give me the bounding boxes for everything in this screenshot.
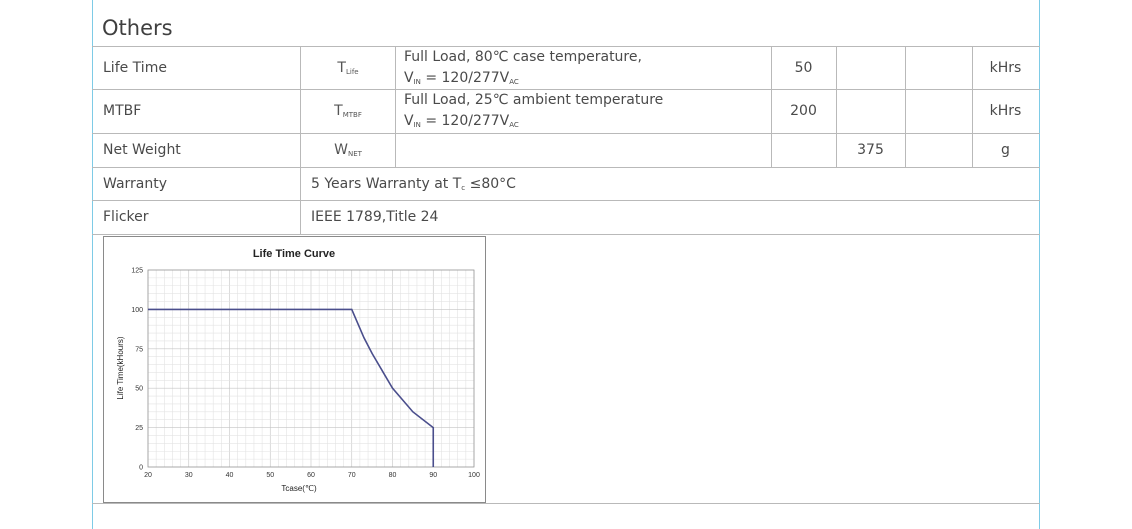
chart-ticks: 20 30 40 50 60 70 80 90 100 0 25 50 75 100 125 xyxy=(131,268,480,480)
warranty-main: 5 Years Warranty at T xyxy=(311,176,462,192)
y-tick-label: 50 xyxy=(135,386,143,393)
cond-text: = 120/277V xyxy=(420,70,510,86)
x-tick-label: 60 xyxy=(307,472,315,479)
y-tick-label: 75 xyxy=(135,346,143,353)
life-time-series-line xyxy=(148,308,435,467)
warranty-text: 5 Years Warranty at Tc ≤80°C xyxy=(311,176,516,192)
frame-right-border xyxy=(1039,0,1040,529)
row-line xyxy=(92,133,1040,134)
x-tick-label: 100 xyxy=(468,472,480,479)
symbol-main: T xyxy=(334,103,343,119)
warranty-rest: ≤80°C xyxy=(465,176,516,192)
cond-text: V xyxy=(404,113,414,129)
symbol-life-time: TLife xyxy=(301,60,395,76)
cond-sub: AC xyxy=(509,78,519,86)
param-flicker: Flicker xyxy=(103,209,149,225)
condition-life-time-line1: Full Load, 80℃ case temperature, xyxy=(404,49,642,65)
symbol-sub: Life xyxy=(345,68,359,76)
y-tick-label: 100 xyxy=(131,307,143,314)
symbol-main: T xyxy=(337,60,346,76)
max-net-weight: 375 xyxy=(857,142,884,158)
col-line xyxy=(395,46,396,167)
symbol-net-weight: WNET xyxy=(301,142,395,158)
warranty-sub: c xyxy=(461,184,466,192)
plot-area xyxy=(147,269,475,468)
symbol-main: W xyxy=(334,142,348,158)
cond-text: V xyxy=(404,70,414,86)
row-line xyxy=(92,503,1040,504)
cond-sub: IN xyxy=(413,121,421,129)
chart-series xyxy=(148,308,435,467)
param-mtbf: MTBF xyxy=(103,103,142,119)
unit-life-time: kHrs xyxy=(989,60,1022,76)
condition-mtbf-line2: VIN = 120/277VAC xyxy=(404,113,519,129)
flicker-text: IEEE 1789,Title 24 xyxy=(311,209,439,225)
param-life-time: Life Time xyxy=(103,60,167,76)
x-tick-label: 30 xyxy=(185,472,193,479)
condition-life-time-line2: VIN = 120/277VAC xyxy=(404,70,519,86)
chart-ylabel: Life Time(kHours) xyxy=(116,336,125,399)
row-line xyxy=(92,234,1040,235)
cond-sub: AC xyxy=(509,121,519,129)
x-tick-label: 80 xyxy=(389,472,397,479)
y-tick-label: 25 xyxy=(135,425,143,432)
x-tick-label: 40 xyxy=(226,472,234,479)
section-title: Others xyxy=(102,16,173,40)
x-tick-label: 70 xyxy=(348,472,356,479)
y-tick-label: 125 xyxy=(131,268,143,275)
symbol-sub: NET xyxy=(347,150,362,158)
frame-left-border xyxy=(92,0,93,529)
row-line xyxy=(92,200,1040,201)
col-line xyxy=(771,46,772,167)
y-tick-label: 0 xyxy=(139,465,143,472)
row-line xyxy=(92,167,1040,168)
x-tick-label: 50 xyxy=(266,472,274,479)
col-line xyxy=(300,46,301,234)
param-warranty: Warranty xyxy=(103,176,168,192)
typ-mtbf: 200 xyxy=(790,103,817,119)
chart-svg: Life Time Curve Tcase(℃) Life Time(kHour… xyxy=(116,248,480,493)
col-line xyxy=(905,46,906,167)
chart-grid xyxy=(147,269,475,468)
chart-xlabel: Tcase(℃) xyxy=(281,484,317,493)
symbol-mtbf: TMTBF xyxy=(301,103,395,119)
chart-title: Life Time Curve xyxy=(253,248,335,260)
col-line xyxy=(836,46,837,167)
unit-net-weight: g xyxy=(1001,142,1010,158)
x-tick-label: 90 xyxy=(429,472,437,479)
cond-sub: IN xyxy=(413,78,421,86)
life-time-curve-chart: Life Time Curve Tcase(℃) Life Time(kHour… xyxy=(103,236,486,503)
col-line xyxy=(972,46,973,167)
row-line xyxy=(92,89,1040,90)
typ-life-time: 50 xyxy=(794,60,813,76)
param-net-weight: Net Weight xyxy=(103,142,181,158)
condition-mtbf-line1: Full Load, 25℃ ambient temperature xyxy=(404,92,664,108)
x-tick-label: 20 xyxy=(144,472,152,479)
unit-mtbf: kHrs xyxy=(989,103,1022,119)
row-line xyxy=(92,46,1040,47)
symbol-sub: MTBF xyxy=(342,111,362,119)
cond-text: = 120/277V xyxy=(420,113,510,129)
